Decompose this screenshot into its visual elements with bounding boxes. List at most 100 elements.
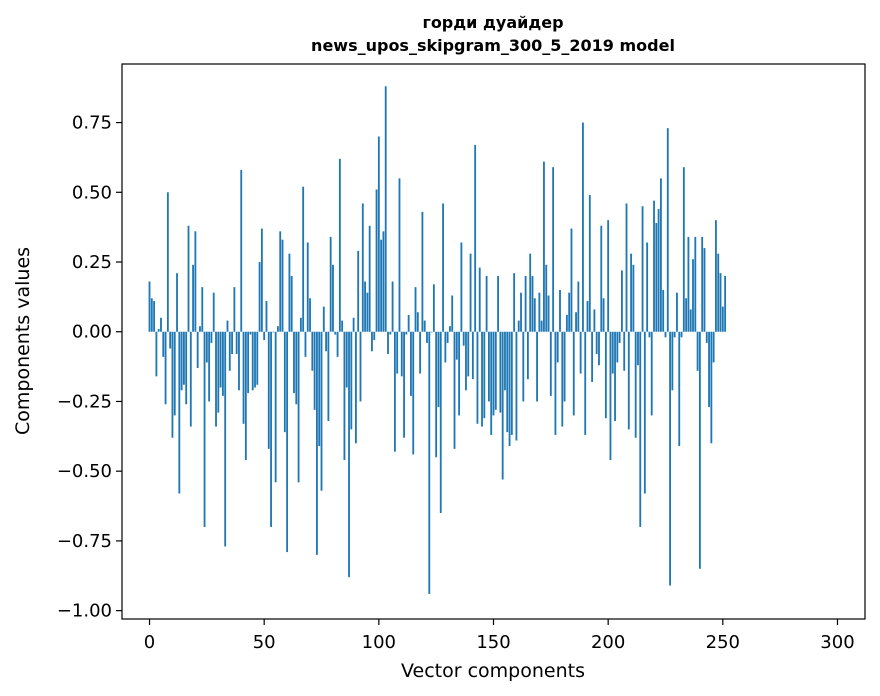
bar — [497, 275, 499, 332]
bar — [400, 331, 403, 377]
bar — [238, 331, 240, 391]
bar — [176, 273, 178, 332]
bar — [267, 331, 270, 449]
bar — [173, 331, 176, 416]
bar — [632, 264, 635, 332]
bar — [263, 331, 266, 341]
bar — [444, 331, 447, 363]
bar — [260, 228, 263, 332]
bar — [254, 331, 256, 388]
bar — [419, 331, 422, 374]
bar — [361, 203, 364, 332]
bar — [295, 331, 298, 405]
bar — [423, 320, 426, 332]
bar — [150, 298, 153, 332]
bar — [692, 259, 694, 332]
bar — [221, 331, 224, 396]
bar — [244, 331, 247, 461]
bar — [499, 331, 502, 413]
bar — [228, 331, 231, 371]
bar — [336, 331, 339, 357]
bar — [538, 292, 541, 332]
x-tick-label: 300 — [820, 632, 854, 653]
bar — [398, 178, 401, 332]
bar — [598, 331, 600, 366]
bar — [302, 186, 305, 332]
y-tick-label: −0.75 — [57, 531, 112, 552]
bar — [309, 298, 311, 332]
bar — [529, 253, 532, 332]
bar — [666, 128, 669, 332]
bar — [352, 317, 355, 332]
bar — [166, 192, 169, 332]
bar — [483, 331, 486, 419]
bar — [208, 331, 211, 402]
bar — [446, 331, 449, 343]
bar — [219, 331, 222, 388]
bar — [453, 331, 456, 449]
bar — [215, 331, 217, 427]
bar — [471, 331, 474, 380]
bar — [233, 287, 236, 332]
bar — [364, 281, 366, 332]
bar — [155, 331, 158, 377]
bar — [568, 292, 571, 332]
bar — [382, 231, 385, 332]
bar — [478, 267, 481, 332]
bar — [231, 331, 233, 355]
bar — [338, 158, 341, 332]
bar — [199, 326, 201, 332]
bar — [251, 331, 254, 391]
bar — [501, 331, 504, 480]
bar — [600, 225, 603, 332]
bar — [517, 320, 520, 332]
bar — [490, 331, 493, 435]
bar — [201, 287, 204, 332]
bar — [396, 331, 399, 374]
bar — [659, 178, 662, 332]
bar — [694, 236, 697, 332]
bar — [586, 301, 589, 332]
bar — [373, 331, 376, 341]
y-axis: 0.75 0.50 0.25 0.00 −0.25 −0.50 −0.75 −1.00 — [57, 113, 122, 622]
bar — [510, 331, 513, 435]
bar — [162, 331, 165, 357]
bar — [703, 248, 706, 332]
bar — [556, 331, 559, 363]
bar — [178, 331, 181, 494]
bars-group — [148, 86, 727, 594]
bar — [721, 306, 724, 332]
bar — [653, 200, 655, 332]
bar — [205, 331, 208, 363]
bar — [279, 231, 282, 332]
bar — [359, 331, 362, 402]
bar — [602, 298, 605, 332]
bar — [494, 331, 497, 410]
bar — [515, 331, 518, 441]
bar — [588, 195, 591, 332]
bar — [630, 253, 633, 332]
bar — [715, 220, 717, 332]
bar — [389, 331, 392, 335]
y-tick-label: 0.25 — [72, 252, 112, 273]
bar — [469, 253, 472, 332]
bar — [526, 331, 529, 380]
bar — [710, 331, 713, 444]
bar — [196, 331, 199, 368]
bar — [265, 301, 268, 332]
bar — [627, 331, 630, 430]
bar — [552, 167, 555, 332]
bar — [595, 331, 598, 355]
bar — [185, 331, 188, 405]
bar — [506, 331, 509, 433]
bar — [554, 331, 557, 435]
y-tick-label: −0.50 — [57, 461, 112, 482]
bar — [492, 331, 495, 416]
bar — [621, 270, 623, 332]
bar — [504, 331, 506, 391]
bar — [217, 331, 220, 413]
bar — [345, 331, 348, 388]
bar — [299, 317, 302, 332]
bar — [513, 273, 516, 332]
bar — [304, 331, 307, 357]
